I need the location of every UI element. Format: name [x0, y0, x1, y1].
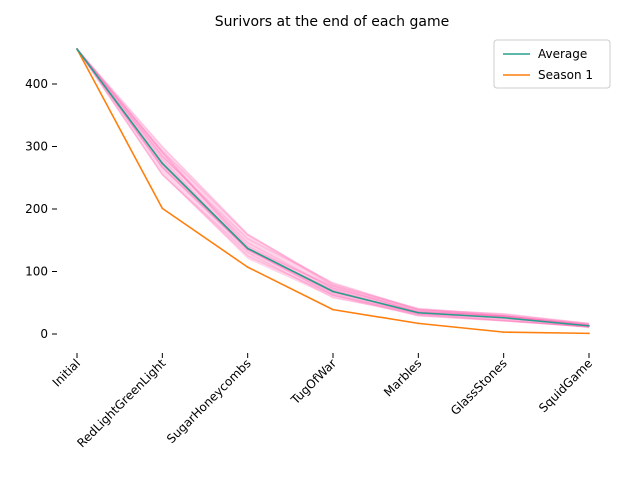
data-point	[588, 324, 590, 327]
x-tick-label: TugOfWar	[288, 356, 340, 408]
y-tick-label: 0	[40, 327, 48, 341]
x-tick-label: Initial	[50, 356, 83, 389]
y-tick-label: 100	[25, 265, 48, 279]
series-layer	[76, 48, 590, 335]
data-point	[246, 266, 249, 269]
simulation-band-layer	[76, 48, 590, 329]
legend: Average Season 1	[493, 39, 611, 89]
x-tick-label: SugarHoneycombs	[164, 356, 254, 446]
data-point	[161, 162, 164, 165]
simulation-run-line	[76, 48, 590, 327]
y-tick-label: 300	[25, 140, 48, 154]
simulation-run-line	[76, 48, 590, 328]
simulation-band-area	[77, 49, 589, 328]
x-tick-label: GlassStones	[448, 356, 510, 418]
data-point	[502, 316, 505, 319]
data-point	[246, 247, 249, 250]
data-point	[161, 207, 164, 210]
x-tick-label: SquidGame	[536, 356, 595, 415]
simulation-run-line	[76, 48, 590, 326]
legend-label-average: Average	[538, 47, 587, 61]
legend-frame	[493, 39, 611, 89]
axes: 0 100 200 300 400 InitialRedLightGreenLightSu…	[25, 77, 595, 450]
simulation-run-line	[76, 48, 590, 325]
simulation-run-line	[76, 48, 590, 328]
simulation-run-line	[76, 48, 590, 325]
y-tick-label: 200	[25, 202, 48, 216]
data-point	[417, 322, 420, 325]
y-tick-label: 400	[25, 77, 48, 91]
data-point	[332, 308, 334, 311]
chart-title: Surivors at the end of each game	[215, 14, 449, 30]
data-point	[76, 48, 78, 50]
legend-label-season-1: Season 1	[538, 68, 593, 82]
data-point	[502, 331, 505, 334]
data-point	[332, 290, 334, 293]
data-point	[588, 332, 590, 335]
simulation-run-line	[76, 48, 590, 326]
simulation-run-line	[76, 48, 590, 326]
simulation-run-line	[76, 48, 590, 326]
x-tick-label: RedLightGreenLight	[74, 356, 168, 450]
data-point	[417, 311, 420, 314]
simulation-run-line	[76, 48, 590, 328]
x-tick-label: Marbles	[381, 356, 424, 399]
